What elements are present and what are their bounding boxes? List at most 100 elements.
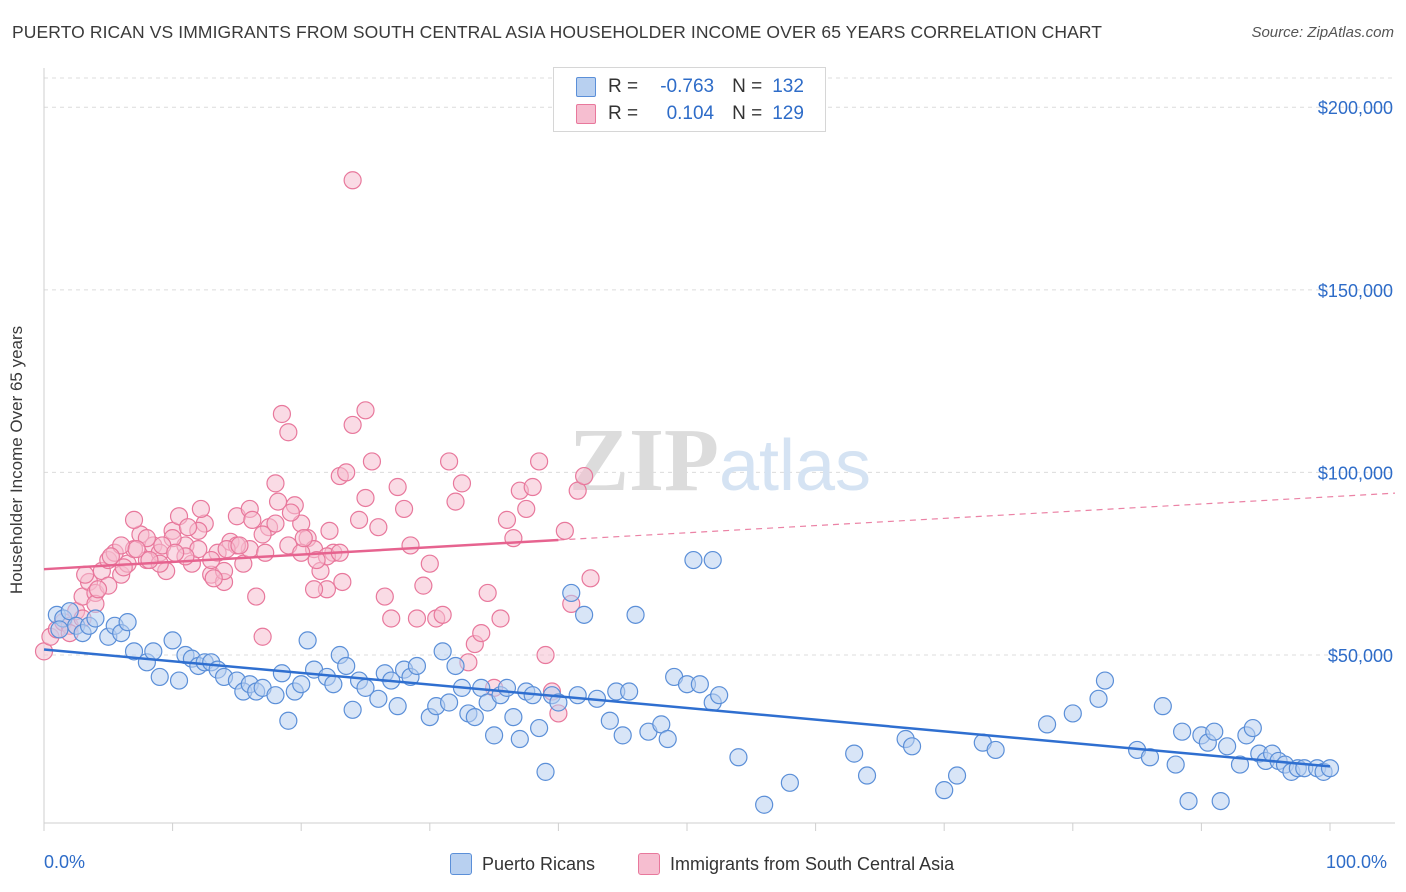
puerto-ricans-point	[510, 729, 529, 749]
immigrants-point	[446, 492, 465, 511]
puerto-ricans-point	[1063, 704, 1082, 723]
puerto-ricans-point	[902, 737, 922, 756]
puerto-ricans-point	[935, 781, 954, 800]
immigrants-point	[343, 415, 362, 435]
immigrants-point	[204, 569, 223, 588]
chart-title: PUERTO RICAN VS IMMIGRANTS FROM SOUTH CE…	[12, 22, 1103, 42]
legend-r-label: R =	[608, 76, 639, 97]
immigrants-point	[555, 521, 574, 540]
immigrants-point	[536, 645, 555, 665]
immigrants-point	[243, 510, 262, 529]
puerto-ricans-point	[684, 550, 703, 570]
puerto-ricans-point	[388, 697, 407, 716]
immigrants-point	[281, 503, 301, 522]
immigrants-point	[394, 499, 414, 519]
immigrants-point	[333, 572, 352, 592]
immigrants-point	[279, 423, 298, 442]
immigrants-point	[272, 404, 292, 424]
puerto-ricans-point	[658, 729, 677, 749]
immigrants-point	[191, 499, 210, 519]
puerto-ricans-point	[947, 766, 967, 785]
puerto-ricans-point	[1166, 755, 1185, 774]
legend-n-label: N =	[732, 76, 763, 97]
puerto-ricans-point	[626, 605, 645, 624]
legend-swatch-pink	[576, 104, 596, 124]
immigrants-point	[256, 543, 275, 562]
puerto-ricans-point	[504, 707, 523, 727]
puerto-ricans-point	[1218, 737, 1237, 756]
immigrants-point	[375, 587, 394, 606]
immigrants-point	[343, 171, 362, 190]
legend-r-value: 0.104	[666, 103, 715, 124]
puerto-ricans-point	[433, 642, 452, 661]
puerto-ricans-point	[845, 744, 864, 763]
puerto-ricans-point	[1140, 748, 1160, 767]
source-label: Source: ZipAtlas.com	[1251, 24, 1394, 41]
puerto-ricans-point	[298, 631, 317, 650]
immigrants-point	[349, 510, 369, 529]
immigrants-point	[124, 510, 144, 529]
puerto-ricans-point	[292, 675, 311, 694]
puerto-ricans-point	[1095, 671, 1115, 690]
immigrants-point	[478, 583, 497, 603]
immigrants-point	[294, 529, 313, 548]
bottom-legend-immigrants: Immigrants from South Central Asia	[638, 852, 954, 876]
immigrants-point	[433, 605, 452, 624]
puerto-ricans-point	[986, 740, 1005, 760]
immigrants-point	[307, 550, 326, 570]
puerto-ricans-point	[272, 664, 292, 683]
puerto-ricans-point	[1230, 755, 1250, 774]
puerto-ricans-trend-line	[43, 648, 1331, 768]
puerto-ricans-point	[1243, 718, 1262, 738]
immigrants-point	[253, 627, 272, 646]
puerto-ricans-point	[279, 711, 298, 730]
puerto-ricans-point	[613, 726, 632, 745]
y-tick-labels: $50,000 $100,000 $150,000 $200,000	[1318, 98, 1393, 666]
watermark: ZIPatlas	[569, 411, 871, 510]
puerto-ricans-point	[50, 620, 69, 639]
puerto-ricans-point	[337, 656, 356, 676]
immigrants-point	[140, 550, 159, 570]
immigrants-point	[452, 474, 472, 493]
immigrants-point	[523, 477, 542, 497]
immigrants-point	[407, 609, 427, 628]
legend-row-puerto-ricans: R = -0.763 N = 132	[576, 76, 804, 98]
puerto-ricans-point	[144, 642, 163, 661]
puerto-ricans-point	[620, 682, 639, 701]
puerto-ricans-point	[150, 667, 169, 687]
immigrants-point	[266, 474, 285, 493]
legend-row-immigrants: R = 0.104 N = 129	[576, 103, 804, 125]
immigrants-point	[320, 521, 339, 540]
immigrants-trend-extension	[558, 492, 1396, 541]
puerto-ricans-point	[1211, 791, 1230, 811]
puerto-ricans-point	[562, 583, 581, 603]
puerto-ricans-point	[780, 773, 799, 792]
puerto-ricans-point	[266, 686, 285, 705]
puerto-ricans-point	[568, 686, 587, 705]
immigrants-point	[382, 609, 401, 628]
puerto-ricans-point	[169, 671, 189, 690]
bottom-legend-label: Puerto Ricans	[482, 853, 596, 874]
immigrants-point	[369, 518, 388, 537]
x-tick-label-min: 0.0%	[44, 852, 86, 872]
puerto-ricans-point	[118, 613, 137, 632]
bottom-legend-label: Immigrants from South Central Asia	[670, 853, 955, 874]
immigrants-point	[439, 452, 459, 471]
x-tick-label-max: 100.0%	[1326, 852, 1388, 872]
puerto-ricans-point	[439, 693, 459, 712]
puerto-ricans-point	[324, 675, 343, 694]
puerto-ricans-point	[575, 605, 594, 624]
puerto-ricans-point	[1179, 791, 1198, 811]
bottom-legend-swatch-pink	[638, 853, 660, 875]
puerto-ricans-point	[729, 748, 748, 767]
immigrants-point	[575, 466, 594, 486]
immigrants-point	[127, 540, 146, 559]
legend-r-label: R =	[608, 103, 639, 124]
immigrants-point	[414, 576, 433, 595]
immigrants-point	[247, 587, 266, 606]
immigrants-point	[76, 565, 95, 584]
immigrants-point	[304, 580, 324, 599]
puerto-ricans-point	[163, 631, 182, 650]
legend-r-value: -0.763	[660, 76, 715, 97]
trend-lines	[43, 492, 1396, 768]
